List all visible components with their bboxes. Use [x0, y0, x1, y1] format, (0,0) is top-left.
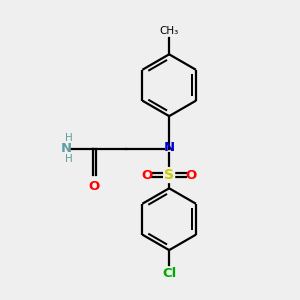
Text: N: N [61, 142, 72, 155]
Text: O: O [186, 169, 197, 182]
Text: H: H [65, 133, 73, 143]
Text: Cl: Cl [162, 267, 176, 280]
Text: N: N [164, 141, 175, 154]
Text: O: O [89, 180, 100, 193]
Text: CH₃: CH₃ [160, 26, 179, 36]
Text: O: O [141, 169, 153, 182]
Text: H: H [65, 154, 73, 164]
Text: S: S [164, 168, 174, 182]
